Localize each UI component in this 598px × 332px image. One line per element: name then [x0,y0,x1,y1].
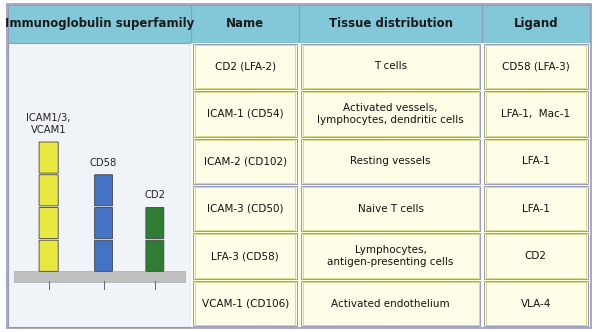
Bar [301,186,480,231]
Bar [486,92,586,135]
Text: ICAM-3 (CD50): ICAM-3 (CD50) [207,204,283,214]
Text: LFA-1: LFA-1 [522,204,550,214]
Bar [193,138,297,184]
Text: ICAM-2 (CD102): ICAM-2 (CD102) [204,156,287,166]
Text: VCAM-1 (CD106): VCAM-1 (CD106) [202,298,289,309]
Bar [484,186,588,231]
Text: LFA-1,  Mac-1: LFA-1, Mac-1 [501,109,570,119]
Bar [193,233,297,279]
Text: T cells: T cells [374,61,407,71]
Bar [486,139,586,183]
Bar [14,271,185,282]
FancyBboxPatch shape [94,240,112,271]
Bar [301,233,480,279]
Bar [484,138,588,184]
FancyBboxPatch shape [146,208,164,239]
Bar [195,92,295,135]
FancyBboxPatch shape [94,208,112,239]
Text: Activated vessels,
lymphocytes, dendritic cells: Activated vessels, lymphocytes, dendriti… [317,103,464,125]
Bar [303,187,478,230]
Text: LFA-3 (CD58): LFA-3 (CD58) [211,251,279,261]
FancyBboxPatch shape [39,142,58,173]
Text: CD2 (LFA-2): CD2 (LFA-2) [215,61,276,71]
Text: Lymphocytes,
antigen-presenting cells: Lymphocytes, antigen-presenting cells [327,245,454,267]
Bar [484,281,588,326]
Bar [8,5,191,43]
Text: ICAM-1 (CD54): ICAM-1 (CD54) [207,109,283,119]
Text: ICAM1/3,
VCAM1: ICAM1/3, VCAM1 [26,113,71,135]
Text: Resting vessels: Resting vessels [350,156,431,166]
Bar [195,234,295,278]
Text: Ligand: Ligand [514,17,558,30]
Text: CD58: CD58 [90,158,117,168]
Bar [195,139,295,183]
Bar [303,234,478,278]
Bar [484,91,588,136]
Bar [303,92,478,135]
FancyBboxPatch shape [39,208,58,239]
Text: Naive T cells: Naive T cells [358,204,423,214]
FancyBboxPatch shape [39,240,58,271]
Bar [191,43,590,327]
Bar [193,281,297,326]
Bar [195,282,295,325]
Bar [301,281,480,326]
Bar [486,234,586,278]
FancyBboxPatch shape [146,240,164,271]
Bar [195,187,295,230]
Bar [303,139,478,183]
Text: Name: Name [226,17,264,30]
Bar [484,44,588,89]
Text: Activated endothelium: Activated endothelium [331,298,450,309]
Bar [193,186,297,231]
Bar [303,45,478,88]
Bar [299,5,482,43]
Text: CD2: CD2 [144,191,166,201]
Bar [191,5,299,43]
FancyBboxPatch shape [39,175,58,206]
Text: CD58 (LFA-3): CD58 (LFA-3) [502,61,570,71]
Bar [486,282,586,325]
Bar [301,138,480,184]
Bar [303,282,478,325]
Bar [484,233,588,279]
Bar [195,45,295,88]
Bar [486,45,586,88]
Text: VLA-4: VLA-4 [521,298,551,309]
Text: Immunoglobulin superfamily: Immunoglobulin superfamily [5,17,194,30]
Bar [486,187,586,230]
Bar [193,91,297,136]
FancyBboxPatch shape [94,175,112,206]
Bar [8,43,191,327]
Bar [482,5,590,43]
Bar [193,44,297,89]
Text: LFA-1: LFA-1 [522,156,550,166]
Bar [301,91,480,136]
Text: CD2: CD2 [525,251,547,261]
Bar [301,44,480,89]
Text: Tissue distribution: Tissue distribution [328,17,453,30]
